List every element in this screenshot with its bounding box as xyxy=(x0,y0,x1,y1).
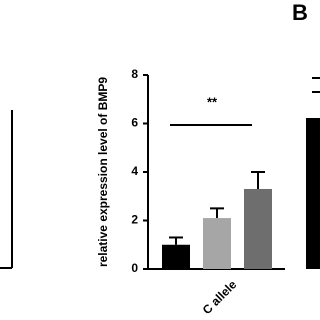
panel-label: B xyxy=(292,0,308,25)
cropped-bar xyxy=(306,118,320,269)
y-axis-label: relative expression level of BMP9 xyxy=(96,77,110,267)
significance-label: ** xyxy=(207,94,218,109)
y-tick-label: 0 xyxy=(131,261,138,275)
bar xyxy=(203,218,231,269)
y-tick-label: 4 xyxy=(131,164,138,178)
y-tick-label: 6 xyxy=(131,116,138,130)
y-tick-label: 2 xyxy=(131,213,138,227)
bar xyxy=(244,188,272,269)
x-tick-label: C allele xyxy=(200,277,240,317)
bar xyxy=(162,244,190,269)
y-tick-label: 8 xyxy=(131,67,138,81)
